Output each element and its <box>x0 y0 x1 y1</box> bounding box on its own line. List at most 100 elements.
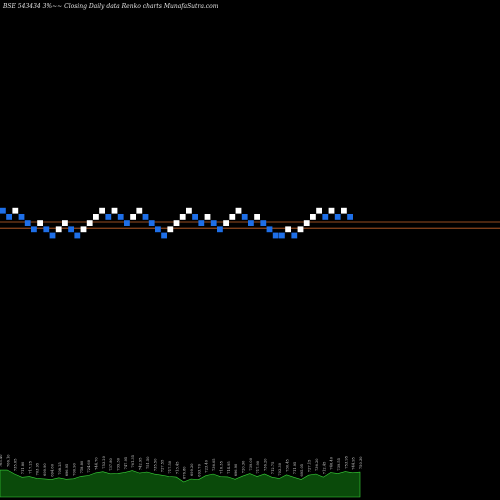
volume-tick-label: 739.00 <box>249 457 253 470</box>
volume-tick-label: 753.95 <box>344 455 348 468</box>
renko-brick-up <box>285 226 291 233</box>
renko-brick-down <box>18 214 25 220</box>
renko-brick-down <box>6 214 12 220</box>
volume-tick-label: 713.45 <box>175 461 179 474</box>
renko-brick-up <box>316 207 322 214</box>
renko-brick-down <box>279 232 285 239</box>
renko-brick-down <box>291 232 298 239</box>
renko-brick-down <box>260 220 267 226</box>
volume-tick-label: 717.25 <box>28 460 32 473</box>
volume-tick-label: 727.15 <box>308 459 312 472</box>
volume-tick-label: 736.20 <box>264 458 268 471</box>
volume-tick-label: 739.55 <box>337 457 341 470</box>
volume-tick-label: 765.40 <box>0 454 3 467</box>
volume-tick-label: 714.95 <box>227 461 231 474</box>
renko-brick-down <box>142 214 149 220</box>
renko-brick-up <box>179 214 186 220</box>
renko-brick-up <box>235 207 242 214</box>
renko-brick-up <box>341 207 347 214</box>
volume-tick-label: 723.40 <box>205 459 209 472</box>
renko-brick-down <box>192 214 198 220</box>
volume-tick-label: 717.90 <box>256 460 260 473</box>
renko-brick-up <box>173 220 180 226</box>
renko-brick-up <box>86 220 93 226</box>
volume-tick-label: 747.95 <box>124 456 128 469</box>
volume-tick-label: 702.30 <box>278 462 282 475</box>
renko-brick-down <box>43 226 50 233</box>
volume-tick-label: 750.30 <box>359 456 363 469</box>
volume-tick-label: 712.45 <box>322 461 326 474</box>
volume-tick-label: 696.95 <box>65 463 69 476</box>
volume-tick-label: 746.40 <box>330 456 334 469</box>
renko-brick-down <box>155 226 161 233</box>
volume-tick-label: 753.20 <box>102 455 106 468</box>
renko-brick-up <box>80 226 87 233</box>
volume-tick-label: 735.65 <box>14 458 18 471</box>
volume-tick-label: 717.50 <box>168 460 172 473</box>
renko-brick-up <box>186 207 192 214</box>
volume-tick-label: 735.50 <box>153 458 157 471</box>
volume-tick-label: 724.60 <box>87 459 91 472</box>
renko-brick-up <box>37 220 43 226</box>
renko-brick-down <box>334 214 341 220</box>
volume-tick-label: 676.80 <box>183 466 187 479</box>
renko-brick-up <box>136 207 143 214</box>
renko-brick-down <box>266 226 273 233</box>
chart-title: BSE 543434 3%~~ Closing Daily data Renko… <box>2 3 219 10</box>
renko-brick-up <box>310 214 316 220</box>
volume-tick-label: 727.55 <box>161 459 165 472</box>
volume-tick-label: 716.35 <box>219 460 223 473</box>
volume-tick-label: 744.95 <box>352 457 356 470</box>
renko-brick-up <box>254 214 260 220</box>
renko-brick-down <box>105 214 112 220</box>
renko-brick-up <box>111 207 118 214</box>
volume-tick-label: 718.80 <box>80 460 84 473</box>
volume-tick-label: 720.30 <box>241 460 245 473</box>
volume-area <box>0 469 361 498</box>
volume-tick-label: 730.45 <box>286 459 290 472</box>
volume-tick-label: 699.20 <box>190 463 194 476</box>
volume-tick-label: 736.20 <box>315 458 319 471</box>
renko-brick-down <box>347 214 353 220</box>
renko-brick-up <box>223 220 229 226</box>
renko-brick-down <box>124 220 130 226</box>
renko-brick-up <box>297 226 304 233</box>
renko-brick-up <box>303 220 310 226</box>
renko-brick-up <box>93 214 99 220</box>
renko-brick-down <box>49 232 56 239</box>
renko-brick-down <box>210 220 217 226</box>
renko-brick-up <box>328 207 335 214</box>
renko-brick-up <box>130 214 136 220</box>
volume-tick-label: 693.70 <box>197 463 201 476</box>
volume-tick-label: 695.05 <box>300 463 304 476</box>
volume-tick-label: 700.90 <box>73 463 77 476</box>
renko-brick-up <box>99 207 105 214</box>
renko-brick-down <box>0 207 6 214</box>
volume-tick-label: 708.25 <box>58 462 62 475</box>
volume-tick-label: 739.30 <box>117 457 121 470</box>
renko-brick-up <box>229 214 236 220</box>
volume-tick-label: 736.05 <box>212 458 216 471</box>
renko-brick-up <box>55 226 62 233</box>
renko-brick-down <box>68 226 74 233</box>
renko-brick-down <box>241 214 248 220</box>
renko-brick-up <box>62 220 68 226</box>
renko-brick-down <box>74 232 81 239</box>
renko-brick-up <box>167 226 174 233</box>
volume-tick-label: 703.95 <box>36 462 40 475</box>
renko-brick-down <box>24 220 31 226</box>
volume-tick-label: 744.70 <box>95 457 99 470</box>
volume-tick-label: 737.80 <box>109 458 113 471</box>
renko-brick-down <box>161 232 167 239</box>
renko-brick-down <box>117 214 124 220</box>
renko-brick-down <box>272 232 279 239</box>
volume-tick-label: 711.80 <box>21 461 25 474</box>
volume-tick-label: 751.50 <box>146 456 150 469</box>
volume-tick-label: 766.10 <box>6 454 10 467</box>
volume-tick-label: 699.90 <box>43 463 47 476</box>
volume-tick-label: 712.75 <box>271 461 275 474</box>
volume-tick-label: 694.60 <box>50 463 54 476</box>
renko-brick-down <box>198 220 205 226</box>
renko-brick-down <box>148 220 155 226</box>
